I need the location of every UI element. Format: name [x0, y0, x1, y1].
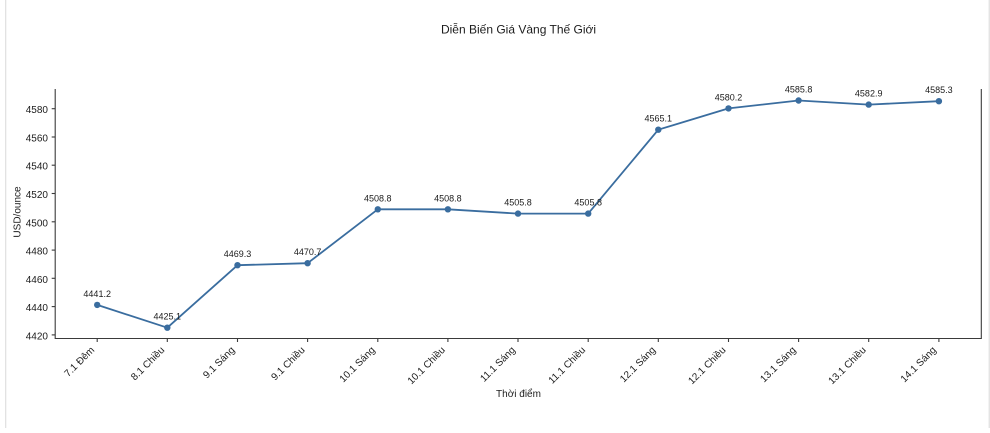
svg-text:4585.3: 4585.3	[925, 85, 953, 95]
svg-text:4560: 4560	[26, 134, 49, 145]
svg-text:4505.8: 4505.8	[504, 198, 532, 208]
svg-text:4470.7: 4470.7	[294, 247, 322, 257]
svg-text:USD/ounce: USD/ounce	[13, 186, 24, 238]
svg-text:4580.2: 4580.2	[715, 92, 743, 102]
svg-text:Diễn Biến Giá Vàng Thế Giới: Diễn Biến Giá Vàng Thế Giới	[441, 22, 596, 37]
svg-text:4520: 4520	[26, 190, 49, 201]
svg-text:4508.8: 4508.8	[434, 193, 462, 203]
svg-text:4460: 4460	[26, 275, 49, 286]
svg-text:4540: 4540	[26, 162, 49, 173]
svg-text:4505.8: 4505.8	[574, 198, 602, 208]
svg-text:4420: 4420	[26, 331, 49, 342]
svg-text:4565.1: 4565.1	[645, 114, 673, 124]
svg-text:4440: 4440	[26, 303, 49, 314]
svg-text:4585.8: 4585.8	[785, 85, 813, 95]
svg-text:4469.3: 4469.3	[224, 249, 252, 259]
svg-text:4425.1: 4425.1	[154, 312, 182, 322]
svg-text:4582.9: 4582.9	[855, 89, 883, 99]
svg-text:4480: 4480	[26, 247, 49, 258]
svg-text:4508.8: 4508.8	[364, 193, 392, 203]
svg-text:4580: 4580	[26, 105, 49, 116]
svg-text:4500: 4500	[26, 218, 49, 229]
svg-text:Thời điểm: Thời điểm	[496, 388, 541, 400]
svg-text:4441.2: 4441.2	[83, 289, 111, 299]
